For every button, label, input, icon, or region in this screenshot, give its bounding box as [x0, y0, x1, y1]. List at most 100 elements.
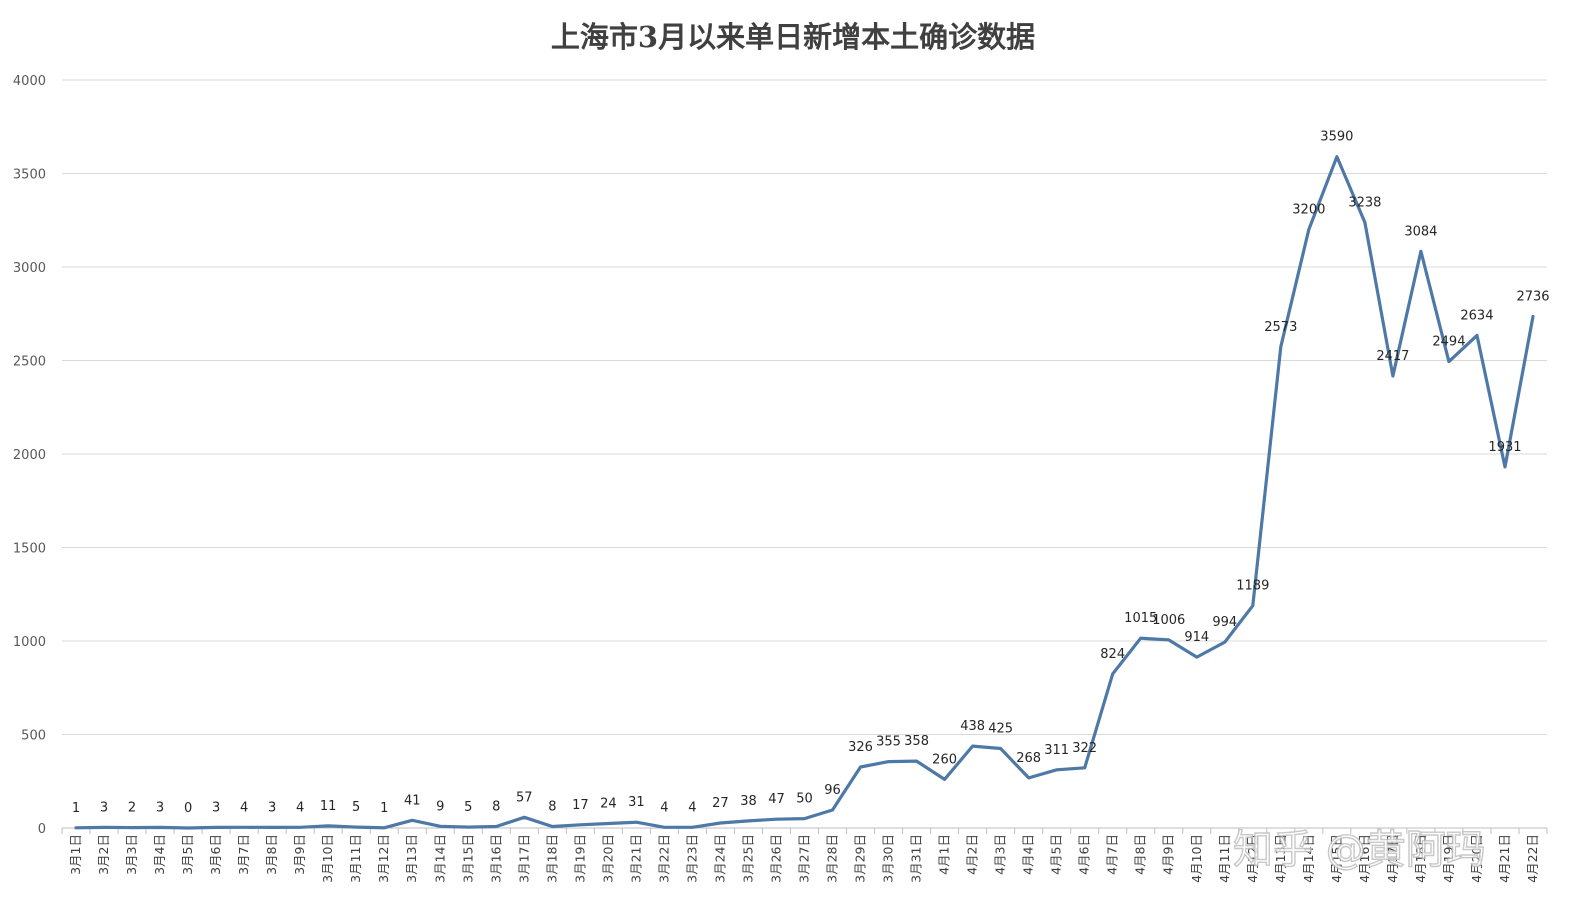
- x-tick-label: 4月22日: [1525, 834, 1540, 883]
- data-label: 1015: [1124, 611, 1157, 626]
- data-label: 425: [988, 722, 1013, 737]
- data-label: 11: [320, 799, 337, 814]
- x-tick-label: 3月19日: [572, 834, 587, 883]
- x-tick-label: 3月18日: [544, 834, 559, 883]
- y-tick-label: 2500: [13, 355, 46, 370]
- x-tick-label: 3月4日: [152, 834, 167, 875]
- x-tick-label: 4月8日: [1133, 834, 1148, 875]
- x-tick-label: 3月13日: [404, 834, 419, 883]
- x-tick-label: 3月21日: [628, 834, 643, 883]
- data-label: 96: [824, 783, 841, 798]
- data-label: 355: [876, 735, 901, 750]
- data-label: 322: [1072, 741, 1097, 756]
- x-tick-label: 3月20日: [600, 834, 615, 883]
- data-label: 8: [548, 800, 556, 815]
- x-tick-label: 4月21日: [1497, 834, 1512, 883]
- data-label: 326: [848, 740, 873, 755]
- data-label: 17: [572, 798, 589, 813]
- data-label: 2573: [1264, 320, 1297, 335]
- x-tick-label: 3月10日: [320, 834, 335, 883]
- x-tick-label: 4月2日: [965, 834, 980, 875]
- data-label: 4: [296, 800, 304, 815]
- data-label: 57: [516, 790, 533, 805]
- data-label: 2634: [1460, 308, 1493, 323]
- x-tick-label: 4月18日: [1413, 834, 1428, 883]
- x-tick-label: 3月12日: [376, 834, 391, 883]
- x-tick-label: 3月16日: [488, 834, 503, 883]
- y-tick-label: 1000: [13, 635, 46, 650]
- data-label: 1: [380, 801, 388, 816]
- x-tick-label: 4月20日: [1469, 834, 1484, 883]
- x-tick-label: 3月27日: [797, 834, 812, 883]
- data-label: 260: [932, 752, 957, 767]
- y-tick-label: 0: [38, 822, 46, 837]
- x-tick-label: 4月9日: [1161, 834, 1176, 875]
- data-label: 38: [740, 794, 757, 809]
- data-label: 1931: [1488, 440, 1521, 455]
- data-label: 4: [660, 800, 668, 815]
- x-tick-label: 3月2日: [96, 834, 111, 875]
- watermark: 知乎 @黄阿玛: [1233, 827, 1486, 873]
- data-label: 2494: [1432, 335, 1465, 350]
- data-label: 3: [212, 800, 220, 815]
- x-tick-label: 3月7日: [236, 834, 251, 875]
- data-label: 311: [1044, 743, 1069, 758]
- data-label: 914: [1184, 630, 1209, 645]
- x-tick-label: 3月14日: [432, 834, 447, 883]
- data-label: 3: [100, 800, 108, 815]
- y-axis-ticks: 0 500 1000 1500 2000 2500 3000 3500 4000: [13, 74, 46, 837]
- x-tick-label: 3月6日: [208, 834, 223, 875]
- data-label: 5: [464, 800, 472, 815]
- x-tick-label: 4月16日: [1357, 834, 1372, 883]
- data-label: 1189: [1236, 579, 1269, 594]
- data-label: 9: [436, 799, 444, 814]
- y-tick-label: 2000: [13, 448, 46, 463]
- data-label: 24: [600, 797, 617, 812]
- data-label: 50: [796, 792, 813, 807]
- data-label: 0: [184, 801, 192, 816]
- x-tick-label: 4月3日: [993, 834, 1008, 875]
- x-tick-label: 4月13日: [1273, 834, 1288, 883]
- data-label: 2736: [1516, 289, 1549, 304]
- data-label: 31: [628, 795, 645, 810]
- x-tick-label: 3月23日: [684, 834, 699, 883]
- x-tick-label: 4月1日: [937, 834, 952, 875]
- data-label: 824: [1100, 647, 1125, 662]
- data-label: 4: [688, 800, 696, 815]
- data-label: 3200: [1292, 203, 1325, 218]
- data-label: 1: [72, 801, 80, 816]
- data-label: 27: [712, 796, 729, 811]
- data-label: 41: [404, 793, 421, 808]
- data-label: 2417: [1376, 349, 1409, 364]
- x-tick-label: 4月11日: [1217, 834, 1232, 883]
- x-tick-label: 3月3日: [124, 834, 139, 875]
- x-tick-label: 3月1日: [68, 834, 83, 875]
- x-tick-label: 3月30日: [881, 834, 896, 883]
- x-tick-label: 4月15日: [1329, 834, 1344, 883]
- x-tick-label: 3月31日: [909, 834, 924, 883]
- data-label: 438: [960, 719, 985, 734]
- y-tick-label: 4000: [13, 74, 46, 89]
- y-tick-label: 1500: [13, 542, 46, 557]
- x-tick-label: 3月15日: [460, 834, 475, 883]
- data-label: 3238: [1348, 195, 1381, 210]
- y-tick-label: 3500: [13, 168, 46, 183]
- x-tick-label: 3月9日: [292, 834, 307, 875]
- series-line: [74, 155, 1535, 830]
- data-label: 8: [492, 800, 500, 815]
- x-tick-label: 3月17日: [516, 834, 531, 883]
- data-label: 268: [1016, 751, 1041, 766]
- x-axis-ticks: 3月1日 3月2日 3月3日 3月4日 3月5日 3月6日 3月7日 3月8日 3月9日 3月10…: [68, 834, 1540, 883]
- series-layer: [74, 155, 1535, 830]
- data-label: 5: [352, 800, 360, 815]
- gridlines: [61, 79, 1548, 834]
- data-label: 3: [268, 800, 276, 815]
- data-label: 994: [1212, 615, 1237, 630]
- data-label: 3084: [1404, 224, 1437, 239]
- data-label: 2: [128, 801, 136, 816]
- x-tick-label: 4月14日: [1301, 834, 1316, 883]
- data-label: 4: [240, 800, 248, 815]
- data-label: 3590: [1320, 130, 1353, 145]
- data-labels: 1 3 2 3 0 3 4 3 4 11 5 1 41 9 5 8 57 8 17 24 31 4 4 27 38 47 50 96 3…: [72, 130, 1550, 816]
